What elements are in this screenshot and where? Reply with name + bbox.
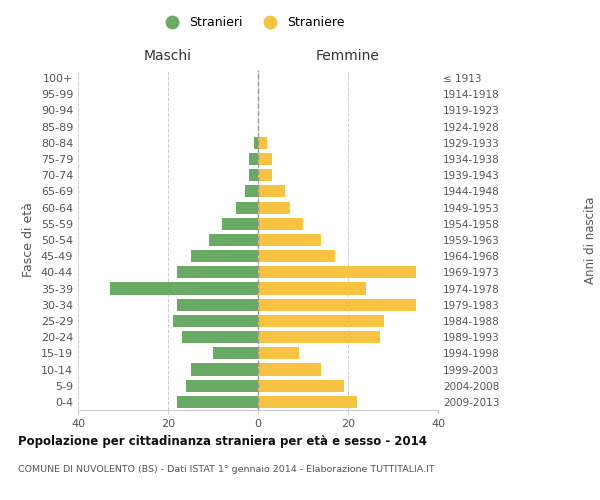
Bar	[254, 137, 258, 149]
Bar	[258, 218, 303, 230]
Bar	[173, 315, 258, 327]
Y-axis label: Fasce di età: Fasce di età	[22, 202, 35, 278]
Text: Femmine: Femmine	[316, 48, 380, 62]
Text: Anni di nascita: Anni di nascita	[584, 196, 598, 284]
Legend: Stranieri, Straniere: Stranieri, Straniere	[154, 11, 350, 34]
Bar	[213, 348, 258, 360]
Bar	[258, 266, 415, 278]
Bar	[258, 186, 285, 198]
Bar	[258, 250, 335, 262]
Bar	[209, 234, 258, 246]
Bar	[245, 186, 258, 198]
Bar	[249, 153, 258, 165]
Text: Maschi: Maschi	[144, 48, 192, 62]
Bar	[258, 380, 343, 392]
Text: COMUNE DI NUVOLENTO (BS) - Dati ISTAT 1° gennaio 2014 - Elaborazione TUTTITALIA.: COMUNE DI NUVOLENTO (BS) - Dati ISTAT 1°…	[18, 465, 434, 474]
Bar	[258, 153, 271, 165]
Bar	[186, 380, 258, 392]
Bar	[177, 396, 258, 408]
Bar	[258, 315, 384, 327]
Bar	[191, 250, 258, 262]
Bar	[258, 169, 271, 181]
Bar	[182, 331, 258, 343]
Bar	[222, 218, 258, 230]
Bar	[258, 298, 415, 311]
Bar	[258, 331, 380, 343]
Bar	[249, 169, 258, 181]
Bar	[177, 298, 258, 311]
Bar	[191, 364, 258, 376]
Bar	[177, 266, 258, 278]
Bar	[258, 348, 299, 360]
Bar	[258, 282, 366, 294]
Bar	[109, 282, 258, 294]
Bar	[258, 364, 321, 376]
Bar	[258, 202, 290, 213]
Text: Popolazione per cittadinanza straniera per età e sesso - 2014: Popolazione per cittadinanza straniera p…	[18, 435, 427, 448]
Bar	[235, 202, 258, 213]
Bar	[258, 234, 321, 246]
Bar	[258, 137, 267, 149]
Bar	[258, 396, 357, 408]
